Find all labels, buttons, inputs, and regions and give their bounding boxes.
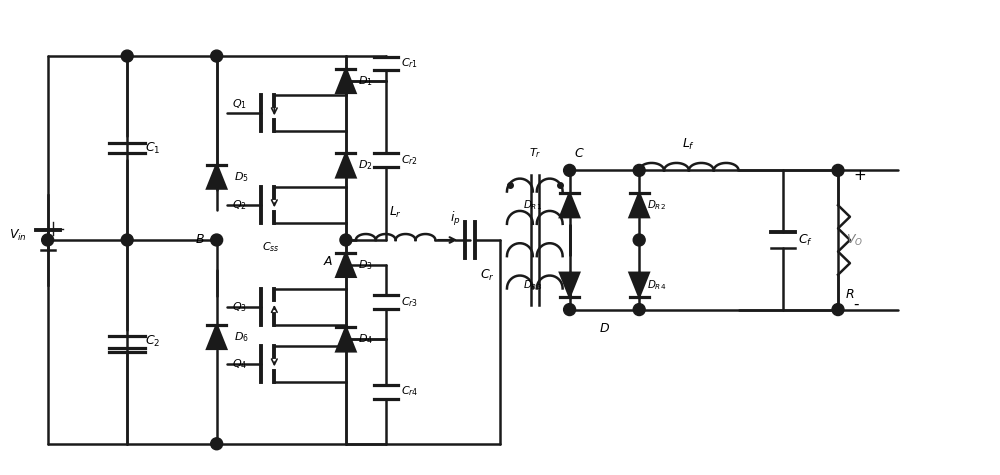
Text: +: + (853, 168, 866, 183)
Text: $Q_3$: $Q_3$ (232, 300, 247, 314)
Text: $V_{in}$: $V_{in}$ (9, 228, 27, 243)
Polygon shape (560, 193, 579, 217)
Circle shape (211, 438, 223, 450)
Polygon shape (207, 325, 226, 349)
Polygon shape (207, 165, 226, 189)
Text: $C_{r4}$: $C_{r4}$ (401, 385, 418, 399)
Text: $C_2$: $C_2$ (145, 334, 160, 350)
Text: $L_f$: $L_f$ (682, 137, 695, 152)
Text: $L_r$: $L_r$ (389, 205, 402, 220)
Text: $Q_1$: $Q_1$ (232, 97, 247, 111)
Text: A: A (324, 255, 332, 268)
Text: $C_f$: $C_f$ (798, 232, 813, 247)
Text: $D_5$: $D_5$ (234, 170, 248, 183)
Text: $i_p$: $i_p$ (450, 210, 461, 228)
Polygon shape (630, 273, 649, 297)
Text: $C_{r2}$: $C_{r2}$ (401, 153, 418, 167)
Polygon shape (336, 327, 355, 352)
Text: $Q_4$: $Q_4$ (232, 357, 247, 371)
Circle shape (211, 234, 223, 246)
Polygon shape (630, 193, 649, 217)
Text: $D_4$: $D_4$ (358, 332, 373, 346)
Text: $D_{R1}$: $D_{R1}$ (523, 198, 542, 212)
Text: $D_3$: $D_3$ (358, 258, 373, 272)
Text: $C_{ss}$: $C_{ss}$ (262, 240, 280, 254)
Text: $D_6$: $D_6$ (234, 330, 249, 344)
Text: B: B (196, 234, 205, 247)
Circle shape (564, 164, 576, 176)
Circle shape (340, 234, 352, 246)
Circle shape (832, 164, 844, 176)
Text: $C_{r1}$: $C_{r1}$ (401, 57, 418, 70)
Circle shape (211, 50, 223, 62)
Text: -: - (853, 297, 858, 312)
Text: $C_1$: $C_1$ (145, 141, 161, 156)
Text: D: D (599, 322, 609, 334)
Polygon shape (336, 69, 355, 93)
Text: $V_O$: $V_O$ (846, 232, 863, 247)
Circle shape (633, 234, 645, 246)
Text: C: C (575, 147, 583, 161)
Text: R: R (846, 288, 855, 301)
Text: $C_r$: $C_r$ (480, 268, 495, 283)
Circle shape (832, 304, 844, 315)
Text: $D_{R4}$: $D_{R4}$ (647, 278, 666, 292)
Circle shape (121, 234, 133, 246)
Text: $D_{R2}$: $D_{R2}$ (647, 198, 666, 212)
Polygon shape (336, 153, 355, 177)
Text: $D_{R3}$: $D_{R3}$ (523, 278, 542, 292)
Polygon shape (560, 273, 579, 297)
Text: $C_{r3}$: $C_{r3}$ (401, 295, 418, 309)
Text: $T_r$: $T_r$ (529, 147, 541, 161)
Circle shape (42, 234, 54, 246)
Circle shape (633, 164, 645, 176)
Circle shape (121, 50, 133, 62)
Circle shape (564, 304, 576, 315)
Text: $D_2$: $D_2$ (358, 159, 373, 172)
Polygon shape (336, 253, 355, 277)
Circle shape (633, 304, 645, 315)
Text: $D_1$: $D_1$ (358, 74, 373, 88)
Text: $Q_2$: $Q_2$ (232, 198, 246, 212)
